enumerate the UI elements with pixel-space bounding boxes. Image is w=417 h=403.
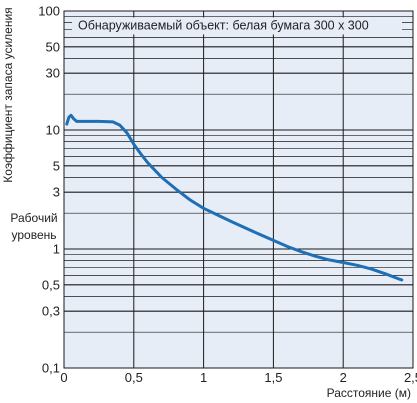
annotation-background — [72, 17, 402, 35]
x-tick-label: 2 — [340, 370, 347, 385]
x-tick-labels: 0 0,5 1 1,5 2 2,5 — [60, 370, 417, 385]
y-tick-labels: 0,1 0,3 0,5 1 3 5 10 30 50 100 — [38, 4, 60, 376]
x-tick-label: 1 — [200, 370, 207, 385]
x-tick-label: 0 — [60, 370, 67, 385]
y-tick-label: 5 — [53, 158, 60, 173]
y-tick-label: 3 — [53, 185, 60, 200]
x-axis-label: Расстояние (м) — [327, 386, 411, 400]
y-tick-label: 10 — [46, 123, 60, 138]
y-tick-label: 0,5 — [42, 277, 60, 292]
y-tick-label: 0,1 — [42, 361, 60, 376]
y-tick-label: 50 — [46, 39, 60, 54]
y-axis-label: Коэффициент запаса усиления — [1, 7, 15, 182]
y-tick-label: 100 — [38, 4, 60, 19]
plot-frame — [63, 10, 414, 369]
y-tick-label: 30 — [46, 66, 60, 81]
y-tick-label: 0,3 — [42, 304, 60, 319]
plot-area — [64, 11, 413, 368]
operating-level-label-line2: уровень — [11, 228, 56, 242]
x-tick-label: 2,5 — [404, 370, 417, 385]
x-tick-label: 0,5 — [125, 370, 143, 385]
x-tick-label: 1,5 — [264, 370, 282, 385]
operating-level-label-line1: Рабочий — [10, 211, 57, 225]
y-tick-label: 1 — [53, 242, 60, 257]
annotation: Обнаруживаемый объект: белая бумага 300 … — [78, 18, 369, 32]
series-line — [65, 113, 404, 282]
